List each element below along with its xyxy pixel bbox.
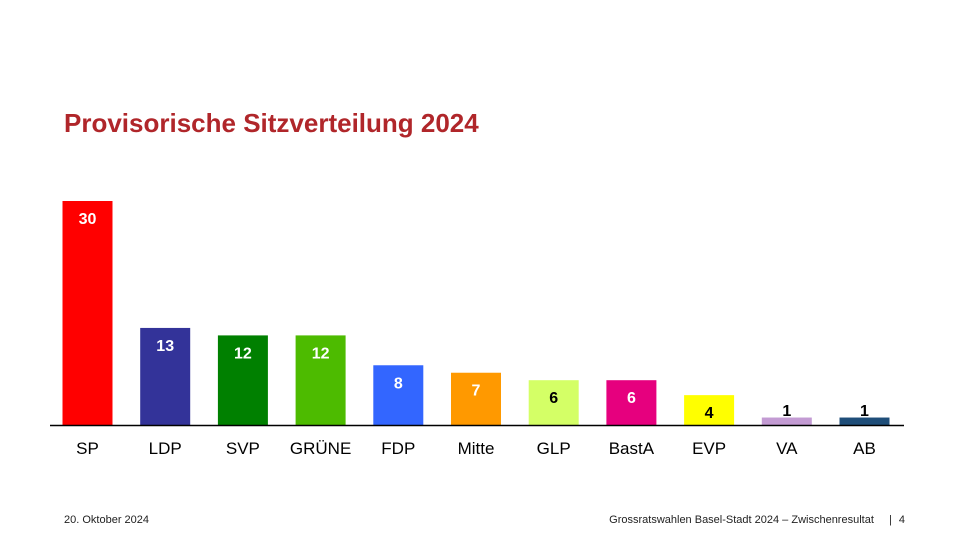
value-label-svp: 12 bbox=[234, 345, 252, 362]
footer-separator: | bbox=[888, 514, 892, 526]
bar-basta bbox=[606, 380, 657, 425]
value-label-sp: 30 bbox=[79, 211, 97, 228]
bar-gr-ne bbox=[295, 335, 346, 425]
bar-glp bbox=[528, 380, 579, 425]
value-label-basta: 6 bbox=[627, 390, 636, 407]
value-label-evp: 4 bbox=[705, 405, 714, 422]
category-label-mitte: Mitte bbox=[458, 439, 495, 458]
bar-svp bbox=[217, 335, 268, 425]
value-label-ab: 1 bbox=[860, 403, 869, 420]
category-label-sp: SP bbox=[76, 439, 99, 458]
footer-subtitle: Grossratswahlen Basel-Stadt 2024 – Zwisc… bbox=[609, 514, 874, 526]
category-label-ldp: LDP bbox=[149, 439, 182, 458]
page-number: 4 bbox=[898, 514, 905, 526]
value-label-fdp: 8 bbox=[394, 375, 403, 392]
bar-mitte bbox=[451, 372, 501, 425]
bar-sp bbox=[62, 201, 113, 425]
footer-right: Grossratswahlen Basel-Stadt 2024 – Zwisc… bbox=[609, 514, 905, 526]
category-label-glp: GLP bbox=[537, 439, 571, 458]
bar-ldp bbox=[140, 327, 191, 425]
bar-ab bbox=[839, 417, 890, 425]
category-label-basta: BastA bbox=[609, 439, 655, 458]
category-label-ab: AB bbox=[853, 439, 876, 458]
value-label-gr-ne: 12 bbox=[312, 345, 330, 362]
bar-va bbox=[761, 417, 812, 425]
bar-evp bbox=[684, 395, 735, 425]
category-label-gr-ne: GRÜNE bbox=[290, 439, 351, 458]
bar-fdp bbox=[373, 365, 424, 425]
chart-title: Provisorische Sitzverteilung 2024 bbox=[64, 108, 479, 138]
value-label-mitte: 7 bbox=[472, 383, 481, 400]
category-label-svp: SVP bbox=[226, 439, 260, 458]
value-label-glp: 6 bbox=[549, 390, 558, 407]
category-label-fdp: FDP bbox=[381, 439, 415, 458]
category-label-va: VA bbox=[776, 439, 798, 458]
value-label-va: 1 bbox=[782, 403, 791, 420]
value-label-ldp: 13 bbox=[156, 338, 174, 355]
footer-date: 20. Oktober 2024 bbox=[64, 514, 150, 526]
category-label-evp: EVP bbox=[692, 439, 726, 458]
